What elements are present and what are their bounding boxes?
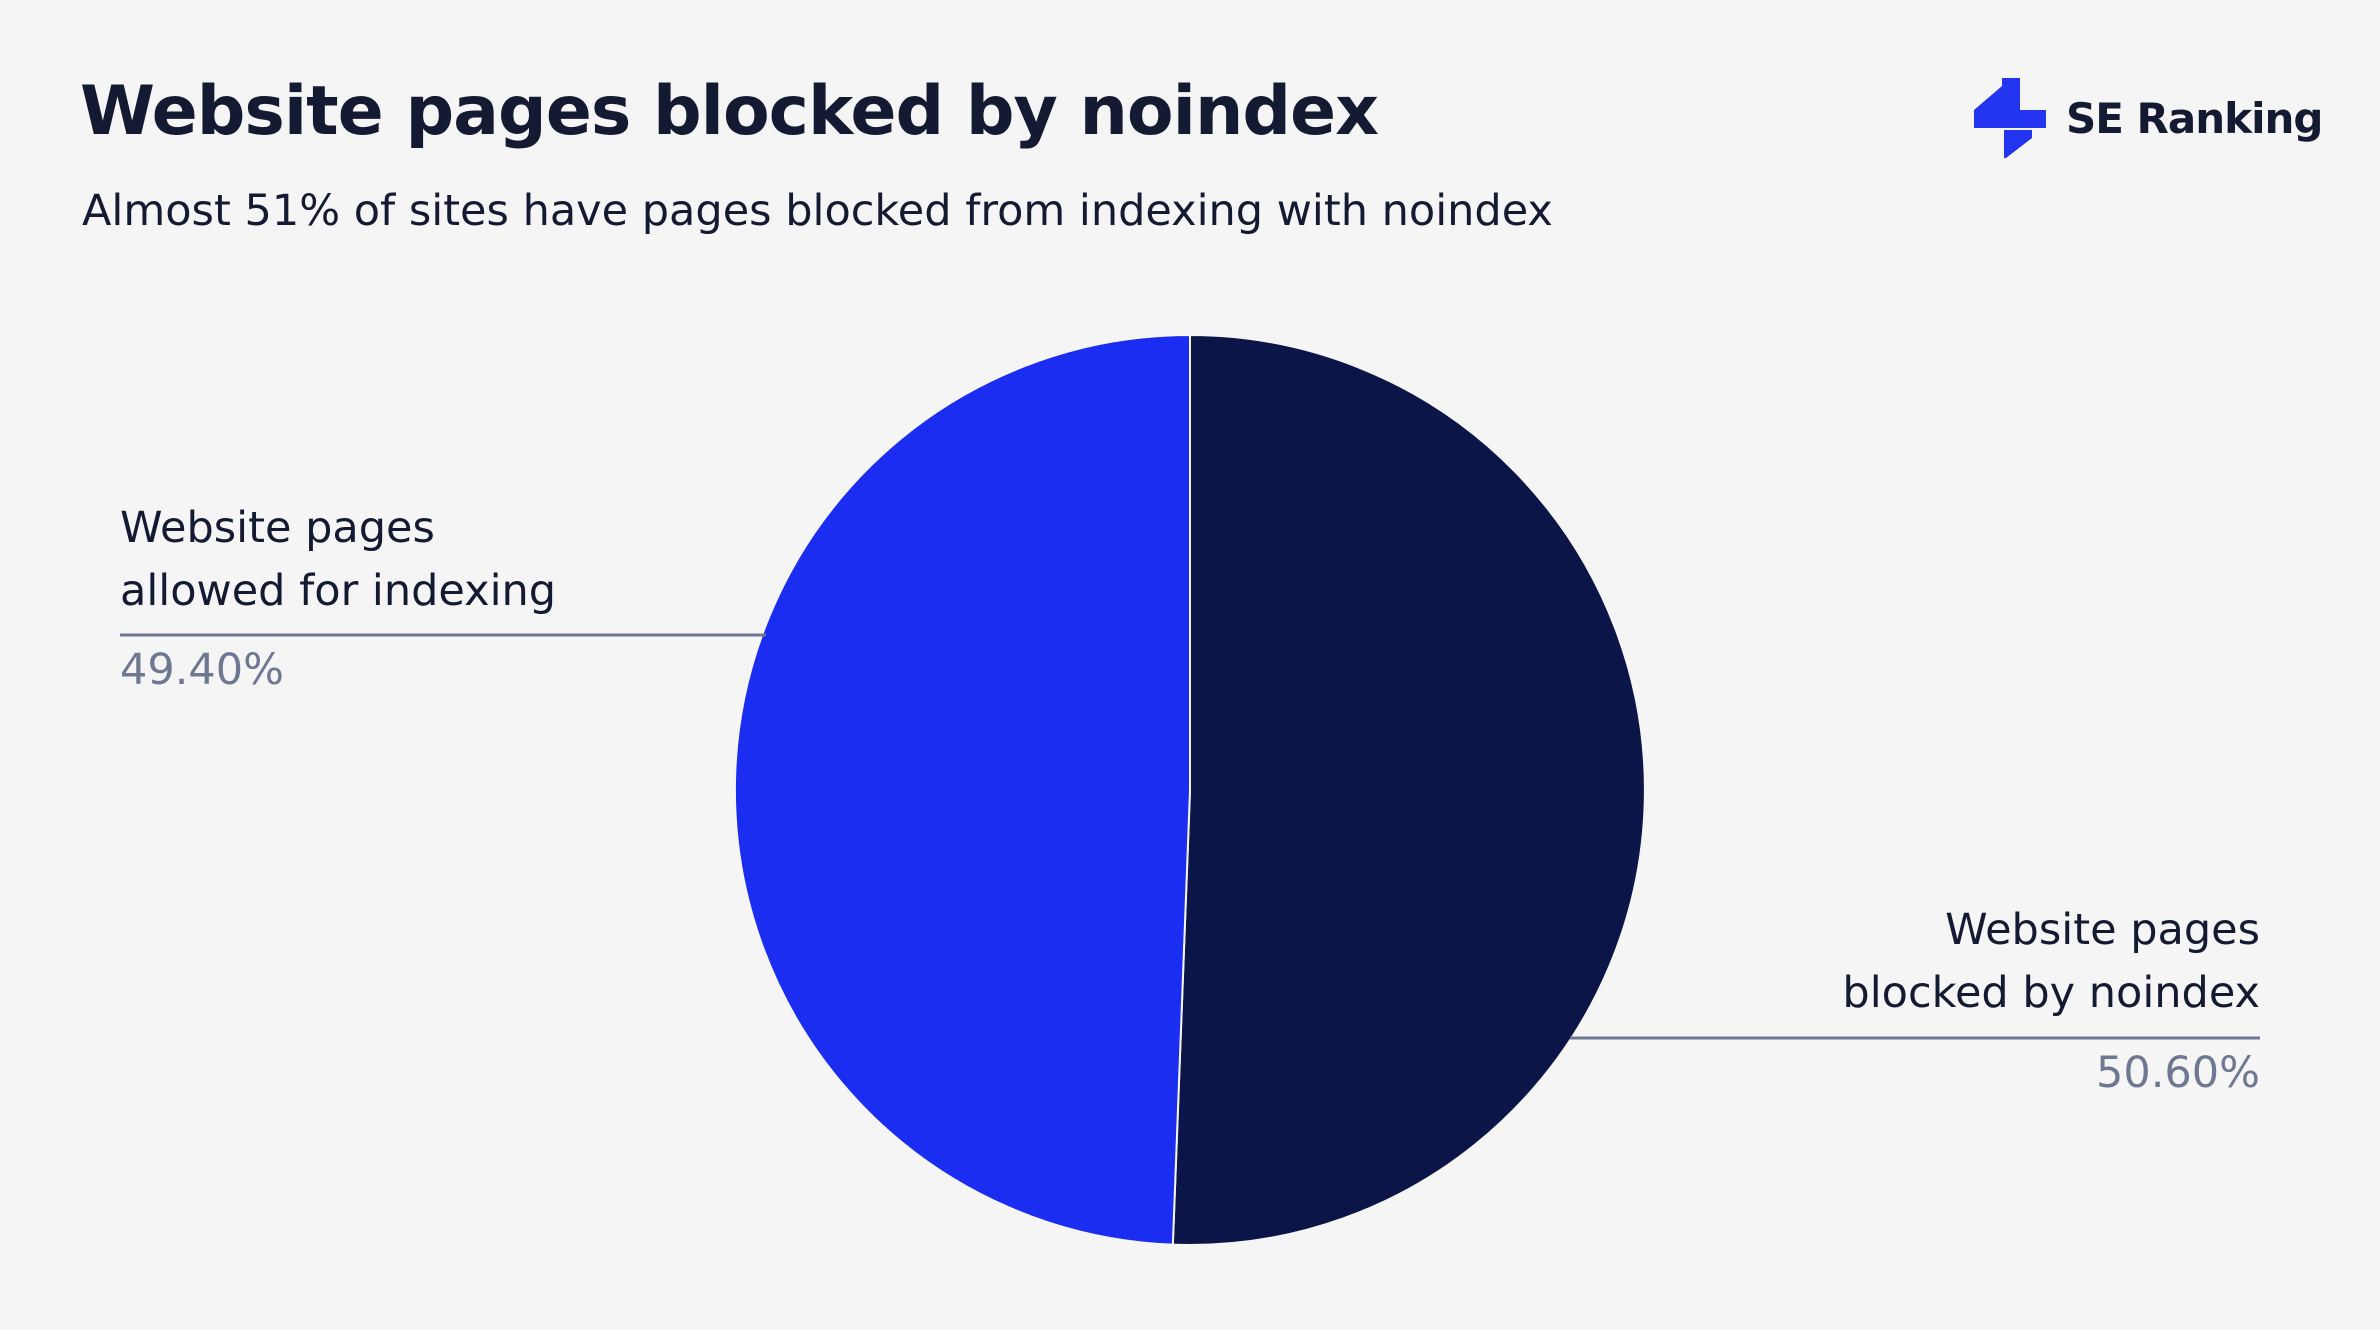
pie-slice-allowed xyxy=(733,333,1191,1246)
slice-label-blocked-line1: Website pages xyxy=(1945,905,2260,955)
chart-title: Website pages blocked by noindex xyxy=(80,72,1379,151)
se-ranking-logo-icon xyxy=(1974,78,2046,158)
slice-label-blocked-line2: blocked by noindex xyxy=(1842,968,2260,1018)
logo-bolt-lower xyxy=(2004,130,2032,158)
brand-name: SE Ranking xyxy=(2066,93,2323,143)
slice-label-blocked: Website pages blocked by noindex xyxy=(1842,899,2260,1025)
pie-slice-blocked xyxy=(1171,333,1646,1246)
slice-value-blocked: 50.60% xyxy=(2096,1048,2260,1098)
pie-slices xyxy=(733,333,1646,1246)
slice-label-allowed-line1: Website pages xyxy=(120,503,435,553)
chart-subtitle: Almost 51% of sites have pages blocked f… xyxy=(82,186,1553,236)
brand-logo: SE Ranking xyxy=(1970,76,2323,160)
slice-label-allowed-line2: allowed for indexing xyxy=(120,566,557,616)
slice-value-allowed: 49.40% xyxy=(120,645,284,695)
slice-label-allowed: Website pages allowed for indexing xyxy=(120,497,556,623)
logo-bolt-upper xyxy=(1974,78,2046,128)
